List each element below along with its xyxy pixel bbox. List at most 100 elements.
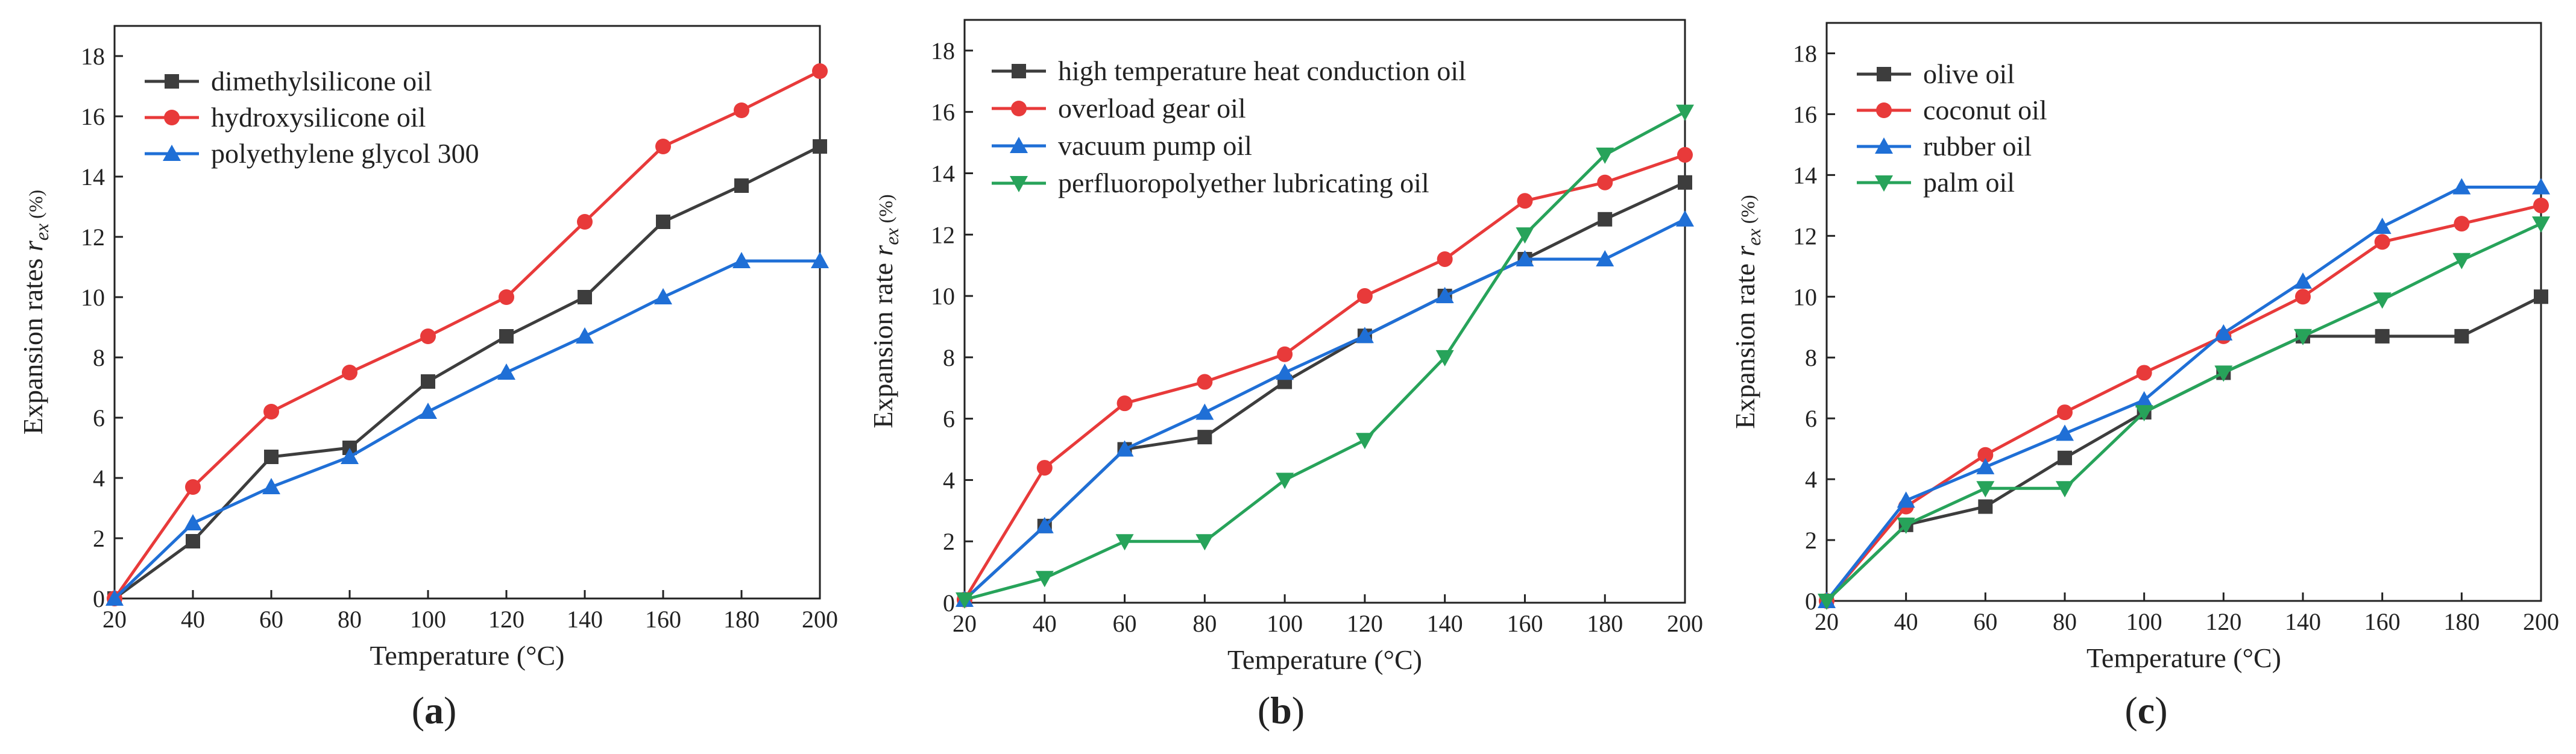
chart-panel-b: 20 40 60 80 100 120 140 160 180 200 0 2 4 6 8 10 12 14 16 1… [868, 19, 1703, 732]
series-line [1825, 295, 2542, 602]
legend-label: palm oil [1923, 167, 2015, 198]
y-tick-label: 18 [1793, 40, 1817, 67]
data-point [2135, 405, 2153, 422]
data-point [2374, 234, 2390, 250]
series-rubber-oil [1818, 178, 2550, 608]
y-tick-label: 2 [93, 525, 105, 552]
x-tick-label: 200 [1667, 610, 1703, 637]
x-axis-title: Temperature (°C) [370, 640, 565, 671]
series-vacuum-pump-oil [956, 210, 1694, 607]
data-point [1195, 534, 1214, 551]
x-tick-label: 60 [259, 606, 283, 633]
data-point [577, 214, 593, 230]
data-point [2214, 365, 2233, 382]
y-tick-label: 4 [943, 467, 955, 494]
x-tick-label: 160 [645, 606, 681, 633]
data-point [262, 478, 280, 494]
legend-label: rubber oil [1923, 131, 2032, 162]
legend-item: vacuum pump oil [992, 130, 1252, 161]
x-tick-label: 20 [102, 606, 127, 633]
data-point [2135, 391, 2153, 407]
data-point [1197, 374, 1213, 390]
data-point [105, 589, 124, 606]
legend-item: polyethylene glycol 300 [145, 138, 479, 169]
data-point [2452, 178, 2471, 195]
plot-frame [1825, 22, 2542, 602]
panel-label: (a) [412, 689, 457, 732]
data-point [956, 592, 974, 609]
legend-item: dimethylsilicone oil [145, 66, 432, 96]
x-tick-label: 180 [723, 606, 760, 633]
data-point [1035, 517, 1054, 533]
legend-marker [1875, 137, 1893, 154]
legend-item: olive oil [1857, 58, 2015, 89]
data-point [656, 215, 670, 229]
x-tick-label: 20 [953, 610, 977, 637]
data-point [2375, 328, 2390, 344]
y-tick-label: 2 [943, 528, 955, 555]
series-olive-oil [1819, 289, 2548, 608]
y-tick-label: 16 [81, 103, 105, 130]
series-palm-oil [1818, 216, 2550, 610]
y-tick-label: 8 [1805, 344, 1817, 371]
y-tick-label: 8 [93, 344, 105, 371]
x-tick-label: 140 [1427, 610, 1463, 637]
x-tick-label: 60 [1973, 608, 1997, 635]
series-perfluoropolyether-lubricating-oil [956, 104, 1694, 609]
y-tick-label: 16 [1793, 101, 1817, 128]
chart-panel-c: 20 40 60 80 100 120 140 160 180 200 0 2 4 6 8 10 12 14 16 1… [1730, 22, 2559, 732]
panel-label: (b) [1258, 689, 1305, 732]
data-point [1976, 457, 1995, 474]
data-point [420, 328, 436, 344]
y-tick-label: 8 [943, 344, 955, 371]
y-tick-label: 10 [81, 284, 105, 311]
data-point [655, 139, 671, 154]
data-point [499, 289, 514, 305]
x-tick-label: 140 [2285, 608, 2321, 635]
x-tick-label: 100 [410, 606, 446, 633]
data-point [184, 514, 202, 530]
legend-label: perfluoropolyether lubricating oil [1058, 168, 1429, 198]
y-tick-label: 10 [1793, 283, 1817, 310]
data-point [1437, 251, 1453, 267]
data-point [2057, 404, 2073, 421]
data-point [1516, 227, 1534, 244]
x-tick-label: 200 [802, 606, 838, 633]
data-point [342, 365, 357, 380]
data-point [2373, 218, 2392, 234]
y-tick-label: 4 [1805, 466, 1817, 493]
y-tick-label: 2 [1805, 527, 1817, 554]
series-high-temperature-heat-conduction-oil [957, 175, 1692, 607]
data-point [2452, 253, 2471, 269]
data-point [1596, 147, 1614, 164]
y-tick-label: 14 [1793, 162, 1817, 189]
y-tick-label: 10 [931, 283, 955, 310]
chart-panel-a: 20 40 60 80 100 120 140 160 180 200 0 2 4 6 8 10 12 14 16 1… [17, 25, 838, 732]
data-point [1277, 346, 1293, 362]
x-tick-label: 100 [1267, 610, 1303, 637]
legend-item: coconut oil [1857, 95, 2047, 125]
legend-label: high temperature heat conduction oil [1058, 55, 1466, 86]
legend-label: coconut oil [1923, 95, 2047, 125]
data-point [2214, 324, 2233, 341]
series-line [113, 145, 821, 600]
legend-marker [165, 74, 179, 89]
data-point [1676, 210, 1694, 227]
data-point [264, 450, 279, 464]
data-point [813, 139, 827, 154]
series-line [963, 218, 1686, 601]
data-point [2294, 272, 2312, 289]
data-point [734, 178, 749, 193]
data-point [1036, 460, 1053, 476]
series-line [963, 181, 1686, 601]
legend-marker [164, 110, 180, 125]
legend-marker [1876, 102, 1892, 118]
data-point [1597, 174, 1613, 190]
x-tick-label: 80 [1192, 610, 1217, 637]
data-point [1976, 481, 1995, 498]
data-point [1035, 571, 1054, 588]
x-tick-label: 120 [2205, 608, 2241, 635]
y-tick-label: 12 [81, 224, 105, 251]
x-tick-label: 40 [1033, 610, 1057, 637]
